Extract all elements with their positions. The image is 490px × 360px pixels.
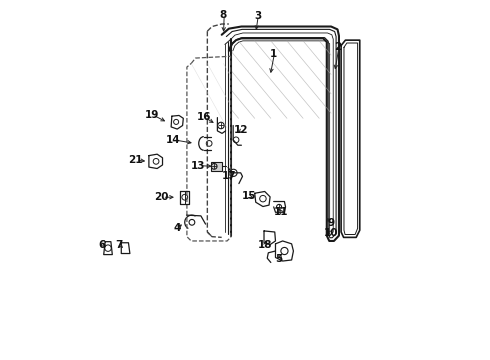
Text: 8: 8 (220, 10, 227, 20)
Text: 18: 18 (257, 239, 272, 249)
Text: 16: 16 (196, 112, 211, 122)
Text: 12: 12 (234, 125, 248, 135)
Text: 14: 14 (166, 135, 181, 145)
Text: 9: 9 (327, 218, 335, 228)
Text: 1: 1 (270, 49, 277, 59)
Text: 20: 20 (154, 192, 169, 202)
Bar (211, 162, 221, 171)
Text: 19: 19 (145, 110, 159, 120)
Text: 15: 15 (242, 191, 256, 201)
Text: 5: 5 (275, 254, 283, 264)
Text: 4: 4 (173, 224, 180, 233)
Text: 11: 11 (273, 207, 288, 217)
Text: 17: 17 (221, 171, 236, 181)
Text: 21: 21 (128, 155, 143, 165)
Text: 7: 7 (115, 239, 122, 249)
Text: 10: 10 (324, 228, 338, 238)
Text: 6: 6 (98, 239, 105, 249)
Text: 2: 2 (335, 42, 342, 52)
Text: 3: 3 (254, 11, 261, 21)
Text: 13: 13 (191, 161, 206, 171)
